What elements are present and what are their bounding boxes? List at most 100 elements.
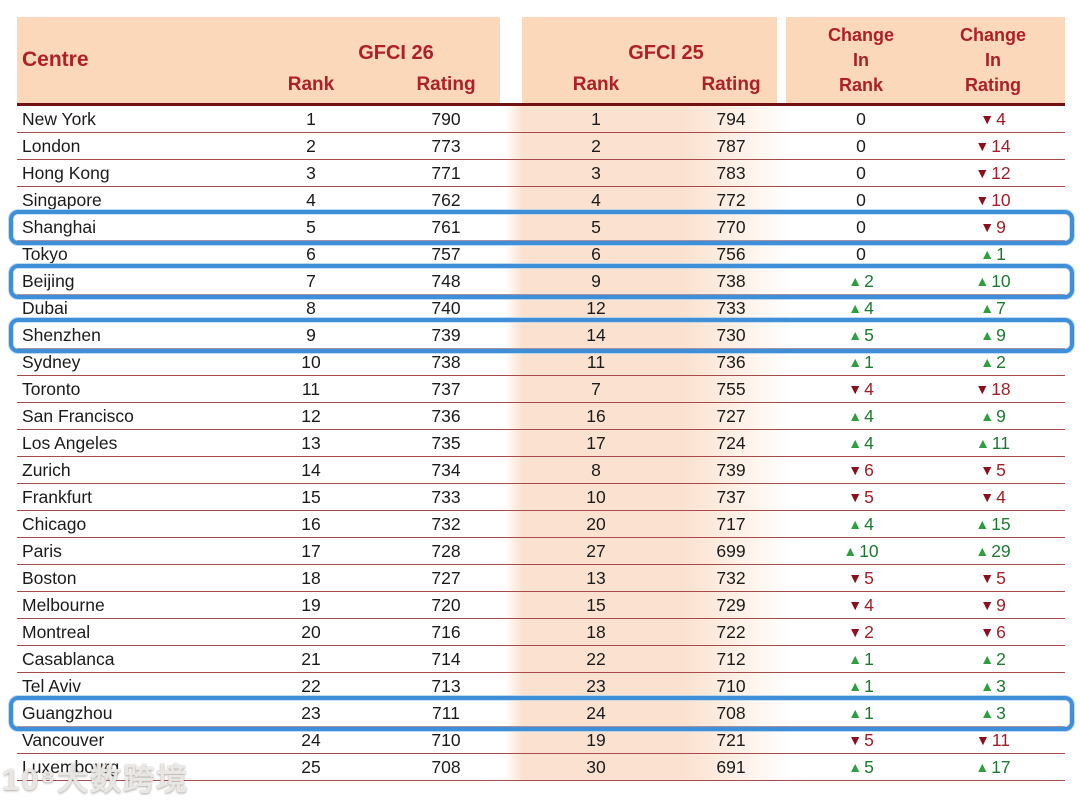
cell-gfci25-rank: 23 bbox=[586, 675, 606, 696]
table-row: Shenzhen 9 739 14 730 ▲ 5 ▲ 9 bbox=[9, 318, 1074, 353]
table-row: Luxembourg 25 708 30 691 ▲ 5 ▲ 17 bbox=[17, 754, 1065, 781]
table-row: Guangzhou 23 711 24 708 ▲ 1 ▲ 3 bbox=[9, 696, 1074, 731]
cell-gfci26-rating: 728 bbox=[431, 540, 461, 561]
change-value: 0 bbox=[856, 216, 866, 237]
cell-gfci26-rank: 8 bbox=[306, 297, 316, 318]
cell-gfci25-rating: 724 bbox=[716, 432, 746, 453]
cell-change-in-rating: ▲ 2 bbox=[921, 649, 1065, 670]
up-triangle-icon: ▲ bbox=[848, 354, 863, 370]
cell-gfci25-rank: 17 bbox=[586, 432, 606, 453]
header-band-middle bbox=[522, 17, 777, 103]
cell-change-in-rank: ▼ 6 bbox=[801, 460, 921, 481]
down-triangle-icon: ▼ bbox=[980, 489, 995, 505]
cell-change-in-rank: ▲ 1 bbox=[801, 352, 921, 373]
table-row: Tel Aviv 22 713 23 710 ▲ 1 ▲ 3 bbox=[17, 673, 1065, 700]
cell-centre: Shanghai bbox=[22, 216, 96, 237]
cell-change-in-rank: ▲ 5 bbox=[801, 757, 921, 778]
cell-centre: Tokyo bbox=[22, 243, 68, 264]
header-band-left bbox=[17, 17, 500, 103]
up-triangle-icon: ▲ bbox=[980, 678, 995, 694]
cell-gfci25-rating: 738 bbox=[716, 270, 746, 291]
change-value: 4 bbox=[864, 297, 874, 318]
column-group-gfci26: GFCI 26 bbox=[358, 42, 434, 64]
cell-gfci25-rank: 18 bbox=[586, 621, 606, 642]
up-triangle-icon: ▲ bbox=[848, 300, 863, 316]
cell-gfci26-rating: 757 bbox=[431, 243, 461, 264]
table-row: London 2 773 2 787 0 ▼ 14 bbox=[17, 133, 1065, 160]
cell-change-in-rank: ▲ 2 bbox=[801, 271, 921, 292]
cell-change-in-rank: ▲ 10 bbox=[801, 541, 921, 562]
table-row: Paris 17 728 27 699 ▲ 10 ▲ 29 bbox=[17, 538, 1065, 565]
cell-change-in-rating: ▲ 1 bbox=[921, 244, 1065, 265]
change-value: 6 bbox=[996, 621, 1006, 642]
down-triangle-icon: ▼ bbox=[975, 165, 990, 181]
change-value: 11 bbox=[991, 432, 1011, 453]
cell-gfci26-rank: 11 bbox=[301, 378, 321, 399]
up-triangle-icon: ▲ bbox=[980, 354, 995, 370]
column-group-gfci25: GFCI 25 bbox=[628, 42, 704, 64]
down-triangle-icon: ▼ bbox=[848, 732, 863, 748]
cell-gfci26-rating: 762 bbox=[431, 189, 461, 210]
cell-gfci25-rating: 739 bbox=[716, 459, 746, 480]
down-triangle-icon: ▼ bbox=[980, 219, 995, 235]
change-value: 18 bbox=[991, 378, 1011, 399]
cell-centre: Montreal bbox=[22, 621, 91, 642]
table-row: Toronto 11 737 7 755 ▼ 4 ▼ 18 bbox=[17, 376, 1065, 403]
cell-gfci25-rating: 712 bbox=[716, 648, 746, 669]
down-triangle-icon: ▼ bbox=[980, 462, 995, 478]
cell-gfci26-rating: 790 bbox=[431, 108, 461, 129]
cell-gfci26-rating: 734 bbox=[431, 459, 461, 480]
cell-gfci25-rank: 19 bbox=[586, 729, 606, 750]
cell-gfci26-rank: 25 bbox=[301, 756, 321, 777]
change-value: 15 bbox=[991, 513, 1011, 534]
cell-gfci26-rating: 748 bbox=[431, 270, 461, 291]
cell-change-in-rank: ▲ 1 bbox=[801, 676, 921, 697]
table-row: Tokyo 6 757 6 756 0 ▲ 1 bbox=[17, 241, 1065, 268]
cell-change-in-rating: ▼ 14 bbox=[921, 136, 1065, 157]
table-row: Casablanca 21 714 22 712 ▲ 1 ▲ 2 bbox=[17, 646, 1065, 673]
cell-gfci25-rating: 733 bbox=[716, 297, 746, 318]
down-triangle-icon: ▼ bbox=[975, 138, 990, 154]
cell-gfci26-rank: 14 bbox=[301, 459, 321, 480]
cell-change-in-rank: ▼ 5 bbox=[801, 730, 921, 751]
down-triangle-icon: ▼ bbox=[980, 570, 995, 586]
cell-change-in-rank: ▼ 5 bbox=[801, 568, 921, 589]
down-triangle-icon: ▼ bbox=[980, 111, 995, 127]
cell-gfci26-rank: 17 bbox=[301, 540, 321, 561]
cell-gfci26-rank: 1 bbox=[306, 108, 316, 129]
change-value: 4 bbox=[864, 513, 874, 534]
cell-change-in-rank: ▼ 4 bbox=[801, 379, 921, 400]
cell-change-in-rating: ▲ 17 bbox=[921, 757, 1065, 778]
up-triangle-icon: ▲ bbox=[980, 408, 995, 424]
cell-change-in-rating: ▼ 6 bbox=[921, 622, 1065, 643]
cell-gfci26-rating: 720 bbox=[431, 594, 461, 615]
cell-gfci25-rank: 6 bbox=[591, 243, 601, 264]
change-value: 1 bbox=[996, 243, 1006, 264]
change-value: 2 bbox=[996, 351, 1006, 372]
table-header: Centre GFCI 26 GFCI 25 Rank Rating Rank … bbox=[17, 17, 1065, 106]
cell-gfci25-rating: 756 bbox=[716, 243, 746, 264]
cell-gfci25-rank: 11 bbox=[586, 351, 606, 372]
cell-centre: Frankfurt bbox=[22, 486, 93, 507]
change-value: 3 bbox=[996, 702, 1006, 723]
down-triangle-icon: ▼ bbox=[848, 597, 863, 613]
cell-centre: Beijing bbox=[22, 270, 75, 291]
change-value: 4 bbox=[864, 378, 874, 399]
cell-gfci25-rank: 1 bbox=[591, 108, 601, 129]
cell-change-in-rank: 0 bbox=[801, 163, 921, 184]
cell-gfci25-rating: 717 bbox=[716, 513, 746, 534]
table-row: Hong Kong 3 771 3 783 0 ▼ 12 bbox=[17, 160, 1065, 187]
cell-centre: Toronto bbox=[22, 378, 81, 399]
cell-gfci26-rating: 733 bbox=[431, 486, 461, 507]
up-triangle-icon: ▲ bbox=[980, 246, 995, 262]
up-triangle-icon: ▲ bbox=[848, 516, 863, 532]
column-header-gfci26-rank: Rank bbox=[287, 74, 335, 95]
cell-gfci26-rank: 22 bbox=[301, 675, 321, 696]
change-value: 4 bbox=[996, 108, 1006, 129]
up-triangle-icon: ▲ bbox=[848, 408, 863, 424]
table-body: New York 1 790 1 794 0 ▼ 4 London 2 773 2 787 0 ▼ 14 Hon… bbox=[9, 106, 1074, 781]
change-value: 12 bbox=[991, 162, 1011, 183]
cell-gfci25-rating: 787 bbox=[716, 135, 746, 156]
change-value: 1 bbox=[864, 702, 874, 723]
cell-gfci26-rank: 4 bbox=[306, 189, 316, 210]
